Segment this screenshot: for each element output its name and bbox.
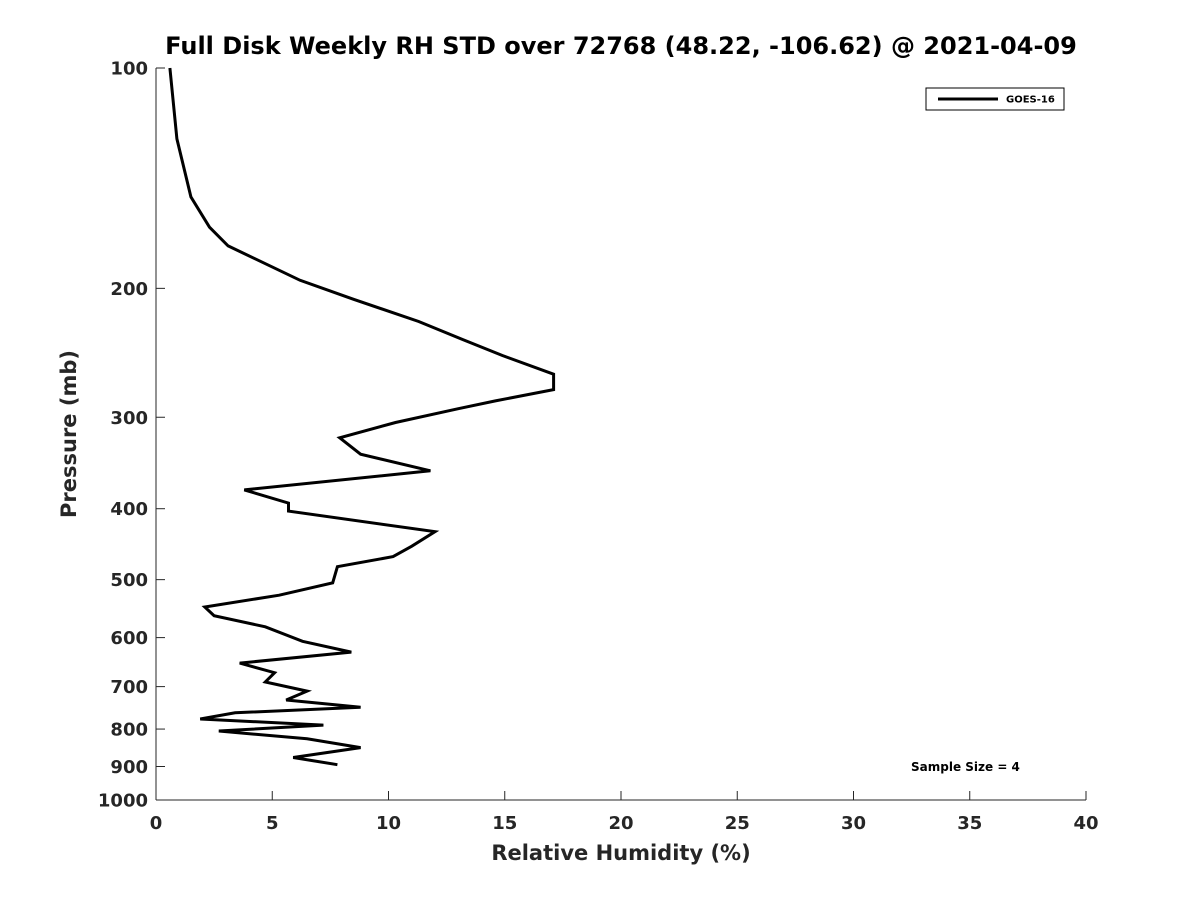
x-tick-label-8: 40	[1073, 813, 1098, 834]
x-tick-label-0: 0	[150, 813, 163, 834]
chart-title: Full Disk Weekly RH STD over 72768 (48.2…	[165, 32, 1077, 60]
x-tick-label-6: 30	[841, 813, 866, 834]
y-axis-ticks: 100 200 300 400 500 600 700 800 900 1000	[98, 59, 165, 812]
y-tick-label-8: 900	[110, 757, 148, 778]
x-tick-label-2: 10	[376, 813, 401, 834]
y-tick-label-0: 100	[110, 59, 148, 80]
y-tick-label-5: 600	[110, 628, 148, 649]
y-tick-label-6: 700	[110, 677, 148, 698]
x-tick-label-1: 5	[266, 813, 279, 834]
y-tick-label-7: 800	[110, 720, 148, 741]
x-tick-label-7: 35	[957, 813, 982, 834]
x-tick-label-4: 20	[608, 813, 633, 834]
y-axis-label: Pressure (mb)	[57, 350, 81, 518]
y-tick-label-4: 500	[110, 570, 148, 591]
series-line-goes-16	[168, 67, 556, 767]
x-axis-ticks: 0 5 10 15 20 25 30 35 40	[150, 791, 1099, 834]
x-axis-label: Relative Humidity (%)	[491, 841, 750, 865]
y-tick-label-3: 400	[110, 499, 148, 520]
series-layer	[168, 67, 556, 767]
y-tick-label-1: 200	[110, 279, 148, 300]
y-tick-label-2: 300	[110, 408, 148, 429]
sample-size-annotation: Sample Size = 4	[911, 760, 1020, 774]
y-tick-label-9: 1000	[98, 791, 148, 812]
x-tick-label-5: 25	[725, 813, 750, 834]
legend-label-goes16: GOES-16	[1006, 95, 1055, 106]
x-tick-label-3: 15	[492, 813, 517, 834]
legend: GOES-16	[925, 87, 1065, 111]
